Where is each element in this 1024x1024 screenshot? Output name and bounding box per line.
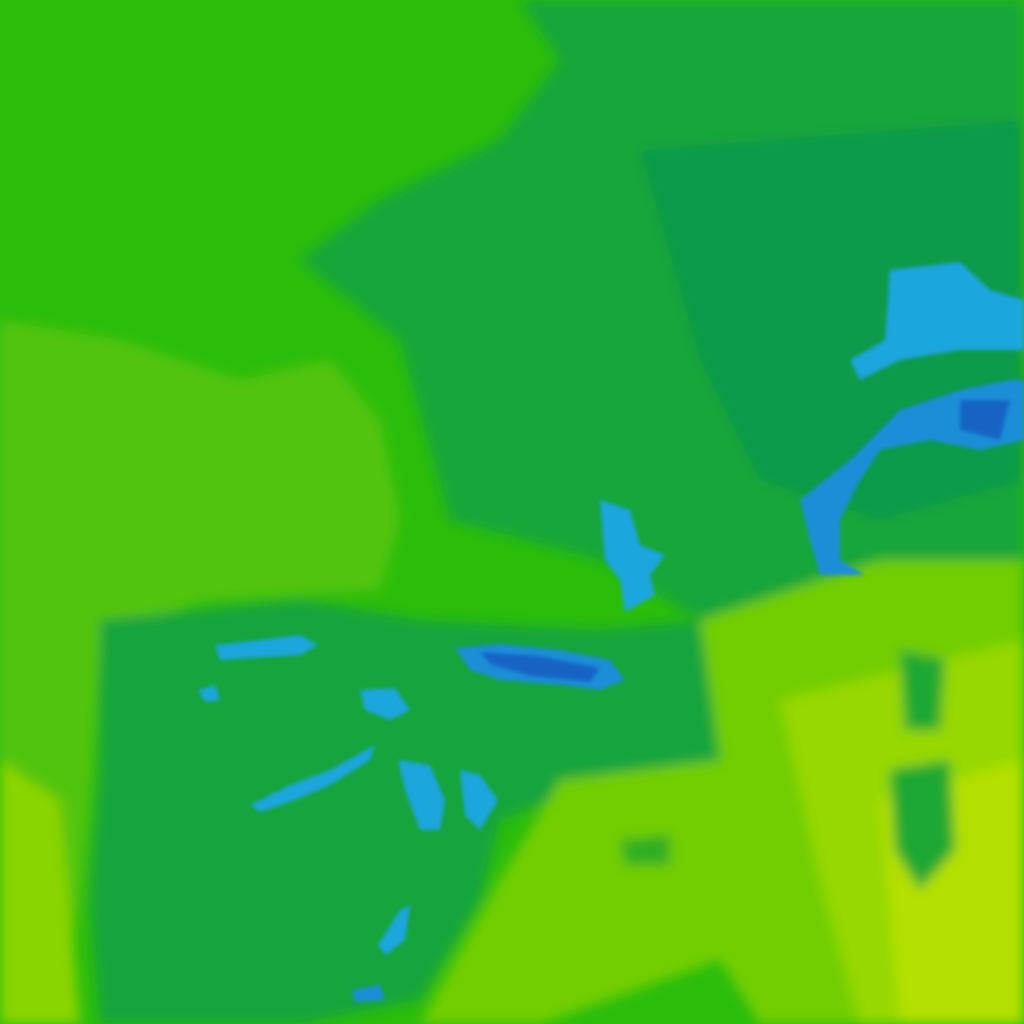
high-elevation bbox=[198, 262, 1024, 1002]
